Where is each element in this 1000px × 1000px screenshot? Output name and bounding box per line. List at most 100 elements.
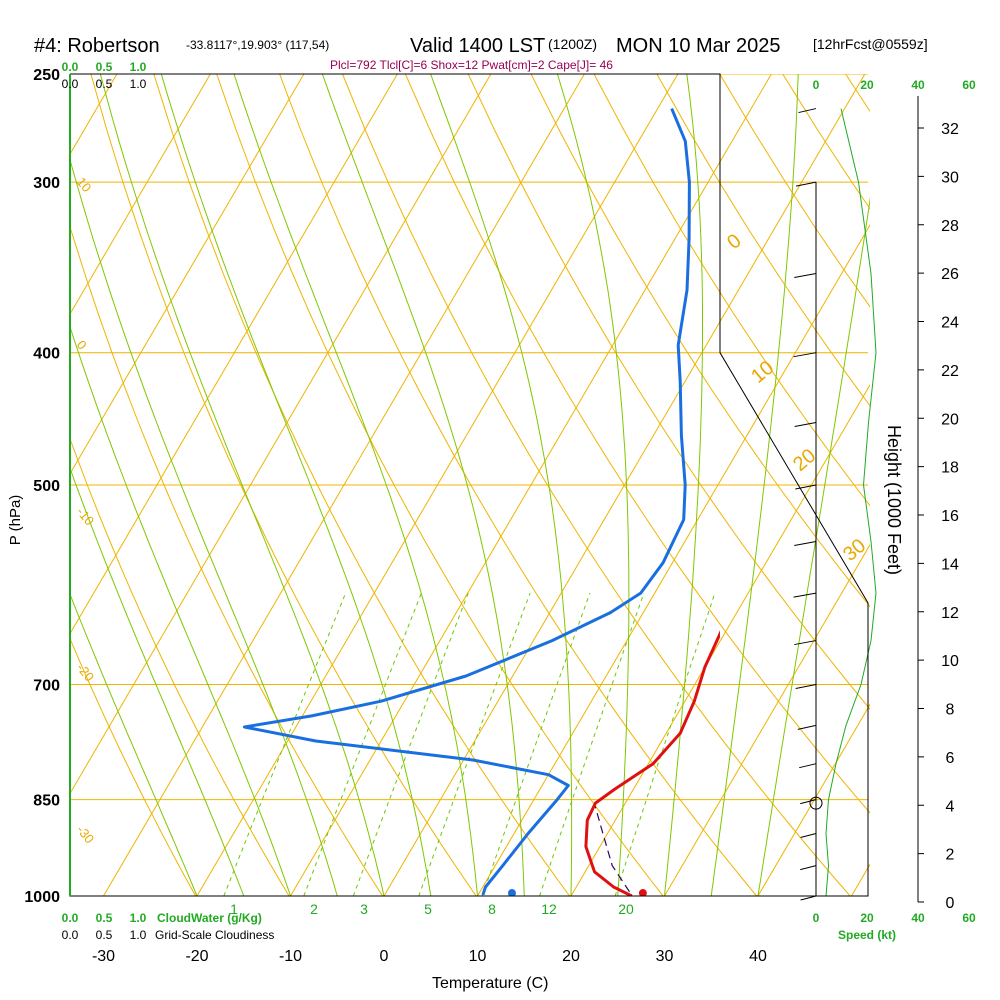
isotherm-line	[664, 543, 870, 896]
isotherm-line	[0, 74, 23, 896]
cloudwater-scale-top: 0.0	[62, 60, 79, 74]
temperature-tick-label: 10	[469, 948, 487, 965]
forecast-tag: [12hrFcst@0559z]	[813, 36, 928, 52]
dry-adiabat-label: 10	[74, 174, 95, 195]
height-tick-label: 12	[941, 605, 959, 622]
speed-tick-bottom: 40	[911, 911, 925, 925]
cloudwater-label: CloudWater (g/Kg)	[157, 911, 262, 925]
isotherm-line	[851, 863, 870, 896]
dry-adiabat-line	[845, 74, 870, 113]
mixing-ratio-line	[223, 592, 347, 896]
pressure-tick-label: 1000	[24, 889, 60, 906]
isotherm-line	[103, 74, 585, 896]
temperature-tick-label: -30	[92, 948, 115, 965]
x-axis-title: Temperature (C)	[432, 975, 548, 992]
pressure-tick-label: 400	[33, 346, 60, 363]
mixing-ratio-label: 5	[424, 901, 432, 917]
mixing-ratio-line	[539, 592, 645, 896]
height-tick-label: 16	[941, 508, 959, 525]
wind-barb	[800, 865, 817, 871]
mixing-ratio-line	[614, 592, 716, 896]
cloudwater-scale-bottom: 0.0	[62, 911, 79, 925]
speed-tick-top: 60	[962, 78, 976, 92]
y-axis-title: P (hPa)	[7, 495, 24, 546]
parcel-path-line	[594, 806, 631, 893]
mixing-ratio-line	[303, 592, 422, 896]
speed-tick-top: 20	[860, 78, 874, 92]
dry-adiabat-line	[216, 74, 664, 896]
temperature-tick-label: 20	[562, 948, 580, 965]
height-tick-label: 14	[941, 556, 959, 573]
isotherm-line	[196, 74, 679, 896]
speed-label: Speed (kt)	[838, 928, 896, 942]
moist-adiabat-line	[70, 157, 338, 896]
height-tick-label: 18	[941, 460, 959, 477]
wind-barb	[793, 592, 817, 598]
height-tick-label: 22	[941, 363, 959, 380]
wind-barb	[800, 799, 817, 805]
mixing-ratio-line	[352, 592, 469, 896]
dry-adiabat-line	[530, 74, 870, 608]
moist-adiabat-line	[70, 593, 198, 896]
moist-adiabat-line	[321, 74, 525, 896]
temperature-tick-label: 30	[656, 948, 674, 965]
moist-adiabat-line	[710, 74, 799, 896]
cloudiness-scale-top: 1.0	[130, 77, 147, 91]
dry-adiabat-line	[593, 74, 870, 507]
valid-date: MON 10 Mar 2025	[616, 35, 781, 57]
moist-adiabat-line	[70, 466, 245, 896]
height-tick-label: 6	[946, 750, 955, 767]
cloudwater-scale-bottom: 0.5	[96, 911, 113, 925]
parcel-params: Plcl=792 Tlcl[C]=6 Shox=12 Pwat[cm]=2 Ca…	[330, 58, 613, 72]
cloudiness-scale-top: 0.5	[96, 77, 113, 91]
moist-adiabat-line	[160, 74, 432, 896]
height-tick-label: 2	[946, 847, 955, 864]
height-tick-label: 32	[941, 121, 959, 138]
moist-adiabat-line	[430, 74, 573, 896]
dewpoint-line	[242, 108, 691, 896]
dry-adiabat-line	[153, 74, 571, 896]
moist-adiabat-line	[233, 74, 478, 896]
moist-adiabat-line	[556, 74, 630, 896]
height-tick-label: 10	[941, 653, 959, 670]
pressure-tick-label: 500	[33, 478, 60, 495]
height-tick-label: 0	[946, 895, 955, 912]
moist-adiabat-line	[664, 74, 703, 896]
isotherm-line	[290, 74, 772, 896]
surface-temperature-dot	[638, 889, 647, 896]
isotherm-line	[70, 74, 211, 315]
height-tick-label: 4	[946, 798, 955, 815]
isotherm-line	[70, 74, 398, 635]
dry-adiabat-line	[90, 74, 477, 896]
isotherm-line	[757, 703, 870, 896]
height-tick-label: 28	[941, 218, 959, 235]
cloudiness-scale-bottom: 0.0	[62, 928, 79, 942]
wind-barb	[798, 108, 817, 114]
height-tick-label: 24	[941, 315, 959, 332]
wind-barb	[800, 895, 817, 901]
isotherm-line	[70, 74, 492, 795]
cloudwater-scale-top: 0.5	[96, 60, 113, 74]
dry-adiabat-line	[342, 74, 851, 896]
speed-tick-top: 40	[911, 78, 925, 92]
pressure-tick-label: 850	[33, 793, 60, 810]
cloudiness-label: Grid-Scale Cloudiness	[155, 928, 274, 942]
dry-adiabat-line	[467, 74, 870, 710]
dry-adiabat-label: -30	[74, 822, 98, 846]
dry-adiabat-line	[279, 74, 757, 896]
height-tick-label: 30	[941, 169, 959, 186]
station-coords: -33.8117°,19.903° (117,54)	[186, 38, 329, 52]
dry-adiabat-label: 0	[74, 337, 90, 352]
station-title: #4: Robertson	[34, 35, 160, 57]
valid-time: Valid 1400 LST	[410, 35, 545, 57]
mixing-ratio-label: 3	[360, 901, 368, 917]
wind-barb	[797, 724, 817, 730]
isotherm-line	[570, 383, 870, 896]
temperature-tick-label: -10	[279, 948, 302, 965]
wind-barb	[800, 833, 817, 839]
wind-barb	[795, 181, 817, 187]
wind-barb	[795, 484, 817, 490]
cloudiness-scale-bottom: 1.0	[130, 928, 147, 942]
cloudiness-scale-bottom: 0.5	[96, 928, 113, 942]
